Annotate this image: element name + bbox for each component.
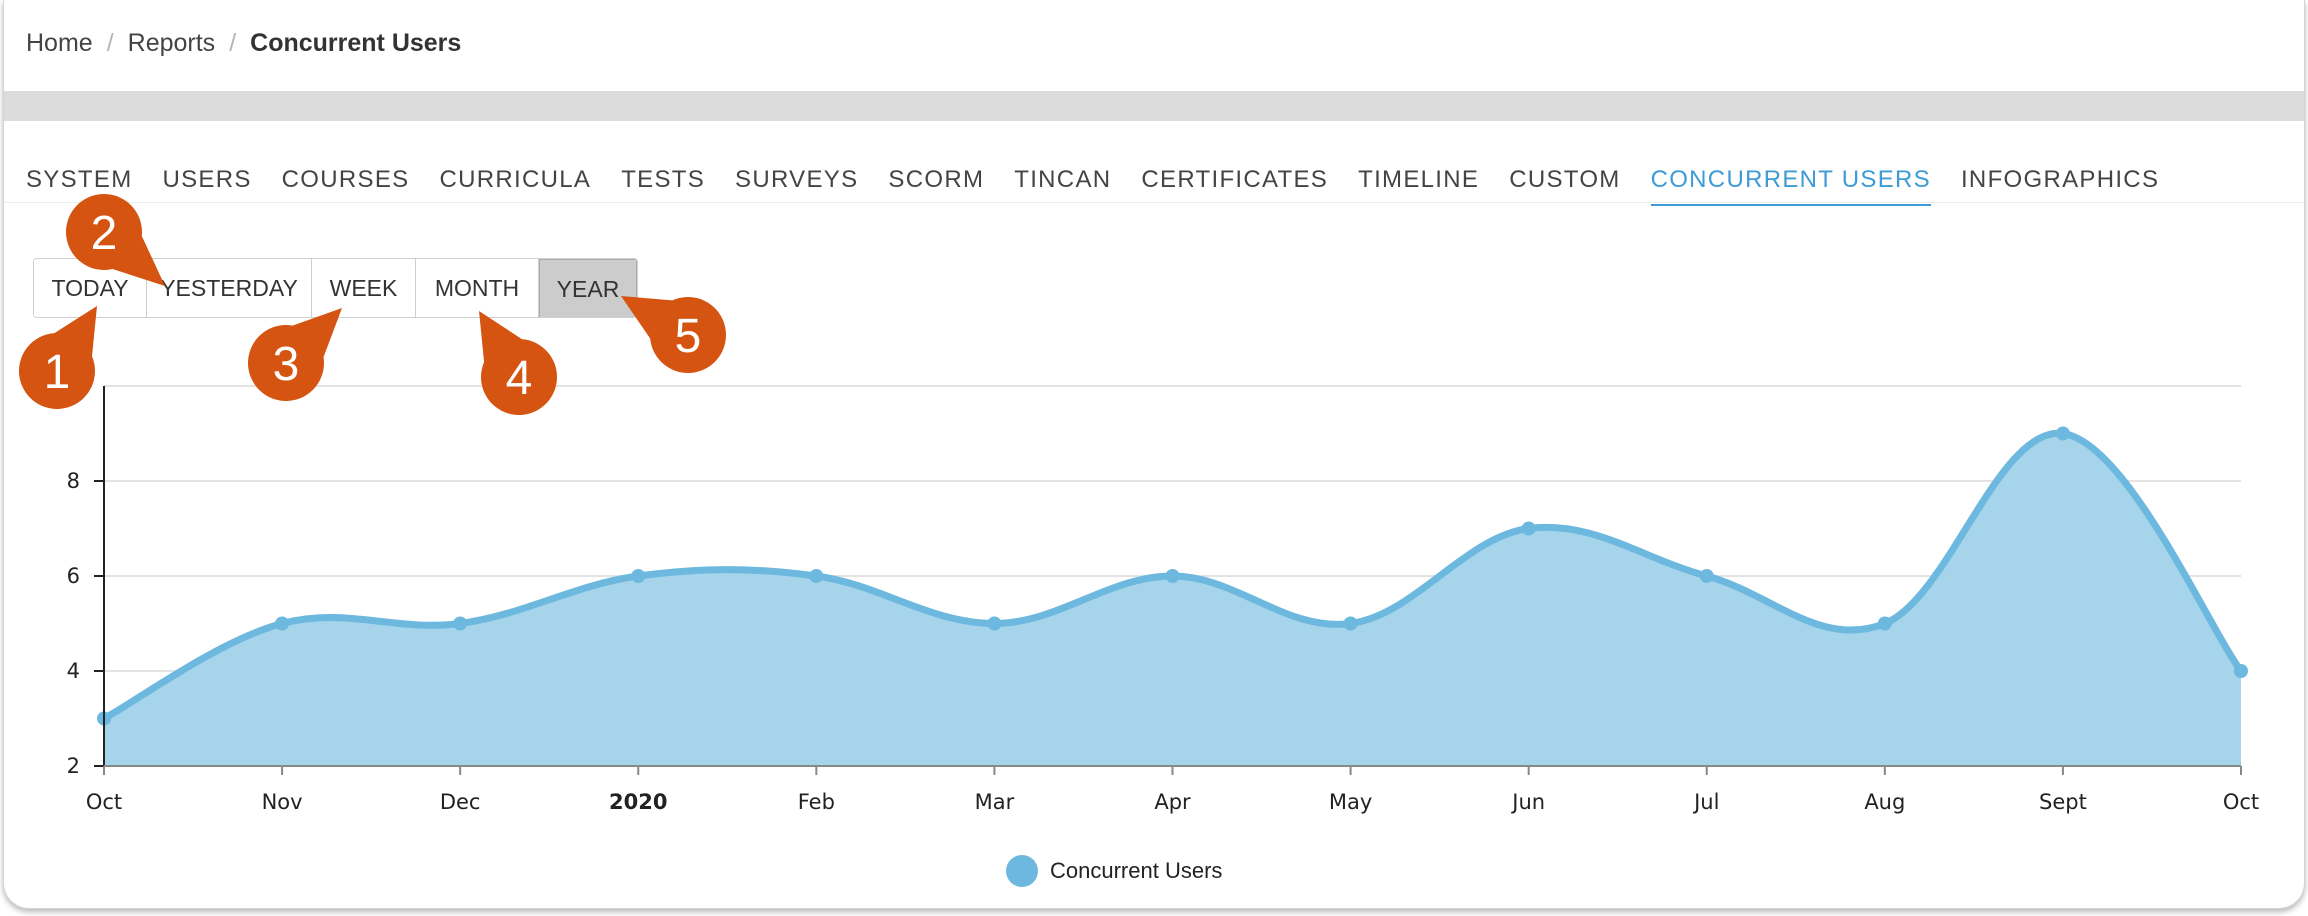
y-tick-label: 6: [67, 564, 80, 588]
y-tick-label: 2: [67, 754, 80, 778]
breadcrumb-home[interactable]: Home: [26, 28, 93, 57]
breadcrumb-separator: /: [106, 28, 114, 57]
callout-shape: [479, 311, 557, 416]
y-axis-ticks: 2 4 6 8: [67, 469, 104, 778]
year-button[interactable]: YEAR: [539, 259, 637, 317]
x-tick-label: May: [1329, 790, 1372, 814]
callout-number: 2: [91, 207, 118, 260]
legend-swatch: [1006, 855, 1038, 887]
x-tick-label: Oct: [2223, 790, 2259, 814]
x-tick-label: Feb: [798, 790, 835, 814]
page-title: Concurrent Users: [250, 28, 462, 57]
callout-marker-5: 5: [621, 296, 726, 373]
callout-shape: [621, 296, 726, 373]
breadcrumb-separator: /: [229, 28, 237, 57]
callout-shape: [247, 308, 342, 402]
x-tick-label: Apr: [1154, 790, 1191, 814]
callout-number: 3: [273, 338, 300, 391]
callout-number: 4: [506, 352, 533, 405]
tab-custom[interactable]: CUSTOM: [1509, 166, 1621, 193]
yesterday-button[interactable]: YESTERDAY: [147, 259, 312, 317]
data-point[interactable]: [275, 616, 290, 631]
callout-marker-4: 4: [479, 311, 557, 416]
tab-tests[interactable]: TESTS: [621, 166, 706, 193]
tab-infographics[interactable]: INFOGRAPHICS: [1960, 166, 2160, 193]
tab-timeline[interactable]: TIMELINE: [1358, 166, 1480, 193]
data-point[interactable]: [1165, 569, 1180, 583]
data-point[interactable]: [2234, 664, 2248, 678]
callout-markers: 1 2 3 4 5: [19, 194, 726, 416]
tab-curricula[interactable]: CURRICULA: [439, 166, 592, 193]
tab-system[interactable]: SYSTEM: [26, 166, 133, 193]
data-point[interactable]: [453, 616, 468, 631]
tab-tincan[interactable]: TINCAN: [1014, 166, 1112, 193]
x-tick-label: Jul: [1692, 790, 1719, 814]
legend-label: Concurrent Users: [1050, 858, 1223, 883]
series-area: [104, 433, 2241, 766]
x-tick-label: Aug: [1864, 790, 1905, 814]
data-point[interactable]: [631, 569, 646, 583]
breadcrumb-reports[interactable]: Reports: [127, 28, 216, 57]
data-point[interactable]: [2055, 426, 2070, 441]
chart-legend[interactable]: Concurrent Users: [1006, 854, 1222, 888]
header-divider-strip: [4, 91, 2304, 121]
week-button[interactable]: WEEK: [312, 259, 416, 317]
x-tick-label: Sept: [2039, 790, 2087, 814]
callout-marker-1: 1: [19, 306, 97, 409]
tabs-divider: [4, 202, 2304, 203]
callout-marker-3: 3: [247, 308, 342, 402]
tab-surveys[interactable]: SURVEYS: [735, 166, 859, 193]
tab-users[interactable]: USERS: [162, 166, 252, 193]
x-axis-ticks: Oct Nov Dec 2020 Feb Mar Apr May Jun Jul Aug Sept Oc…: [86, 766, 2259, 814]
period-button-group: TODAY YESTERDAY WEEK MONTH YEAR: [33, 258, 638, 318]
breadcrumb: Home / Reports / Concurrent Users: [26, 26, 461, 60]
x-tick-label: Nov: [262, 790, 303, 814]
tab-certificates[interactable]: CERTIFICATES: [1141, 166, 1329, 193]
tab-scorm[interactable]: SCORM: [888, 166, 985, 193]
data-point[interactable]: [809, 569, 824, 583]
data-point[interactable]: [1343, 616, 1358, 631]
y-tick-label: 8: [67, 469, 80, 493]
x-tick-label: Mar: [975, 790, 1015, 814]
month-button[interactable]: MONTH: [416, 259, 539, 317]
data-point[interactable]: [1877, 616, 1892, 631]
data-point[interactable]: [1699, 569, 1714, 583]
y-tick-label: 4: [67, 659, 80, 683]
callout-shape: [19, 306, 97, 409]
x-tick-label: Jun: [1510, 790, 1545, 814]
data-point[interactable]: [987, 616, 1002, 631]
tab-courses[interactable]: COURSES: [281, 166, 410, 193]
callout-number: 1: [44, 346, 71, 399]
report-tabs: SYSTEM USERS COURSES CURRICULA TESTS SUR…: [26, 166, 2189, 206]
callout-shape: [66, 194, 165, 286]
tab-concurrent-users[interactable]: CONCURRENT USERS: [1650, 166, 1931, 206]
x-tick-label: 2020: [609, 790, 667, 814]
callout-number: 5: [675, 310, 702, 363]
data-point[interactable]: [1521, 521, 1536, 536]
x-tick-label: Oct: [86, 790, 122, 814]
callout-marker-2: 2: [66, 194, 165, 286]
series-points: [97, 426, 2248, 726]
x-tick-label: Dec: [440, 790, 481, 814]
